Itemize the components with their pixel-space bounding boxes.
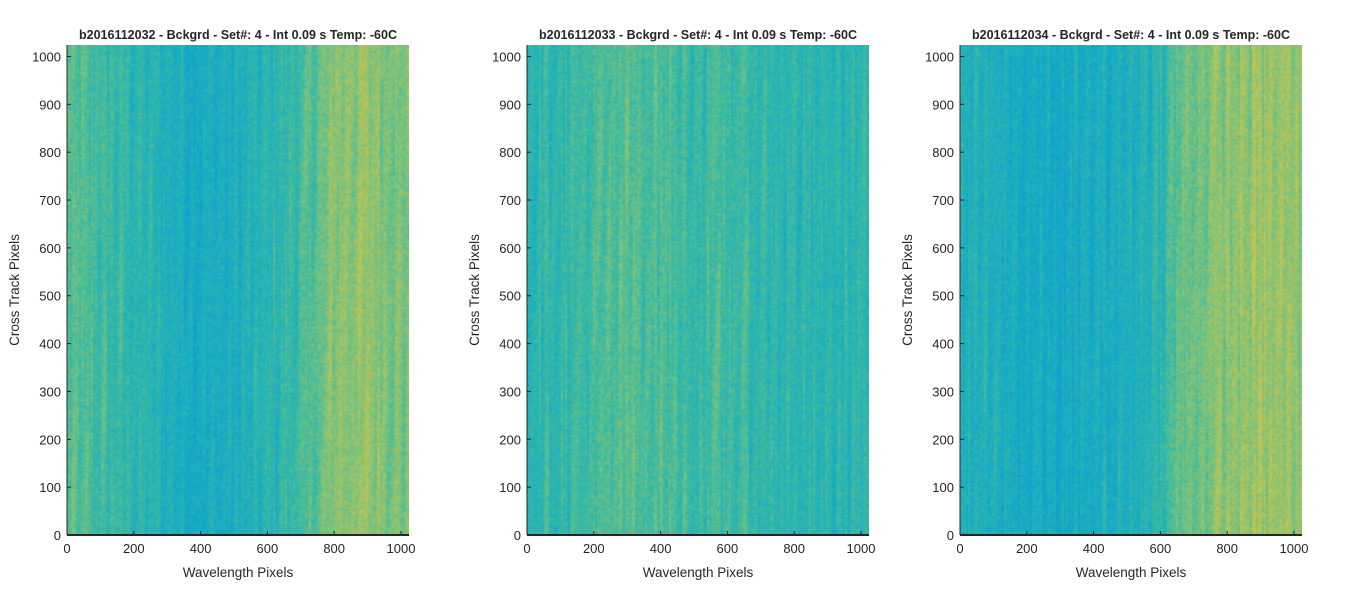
x-tick-label: 200 bbox=[123, 541, 145, 556]
y-tick-label: 0 bbox=[514, 528, 521, 543]
x-tick-label: 400 bbox=[650, 541, 672, 556]
y-tick-label: 200 bbox=[932, 432, 954, 447]
x-tick-label: 0 bbox=[523, 541, 530, 556]
heatmap-image bbox=[960, 45, 1302, 535]
y-tick-label: 200 bbox=[499, 432, 521, 447]
y-tick-label: 800 bbox=[932, 145, 954, 160]
y-tick-label: 700 bbox=[39, 193, 61, 208]
y-axis-label: Cross Track Pixels bbox=[467, 234, 482, 346]
y-tick-label: 600 bbox=[39, 241, 61, 256]
x-axis-label: Wavelength Pixels bbox=[1076, 565, 1187, 580]
y-tick-label: 0 bbox=[947, 528, 954, 543]
x-tick-label: 200 bbox=[1016, 541, 1038, 556]
y-tick-label: 400 bbox=[932, 337, 954, 352]
y-tick-label: 700 bbox=[932, 193, 954, 208]
y-tick-label: 800 bbox=[499, 145, 521, 160]
x-tick-label: 1000 bbox=[387, 541, 416, 556]
x-tick-label: 400 bbox=[1083, 541, 1105, 556]
heatmap-image bbox=[67, 45, 409, 535]
y-tick-label: 100 bbox=[39, 480, 61, 495]
y-axis-label: Cross Track Pixels bbox=[7, 234, 22, 346]
x-tick-label: 200 bbox=[583, 541, 605, 556]
y-tick-label: 0 bbox=[54, 528, 61, 543]
panel-3: 0 200 400 600 800 1000 0 100 200 300 400 500 600 700 8… bbox=[900, 28, 1308, 580]
chart-title: b2016112034 - Bckgrd - Set#: 4 - Int 0.0… bbox=[972, 28, 1290, 42]
x-tick-label: 1000 bbox=[1280, 541, 1309, 556]
y-tick-label: 300 bbox=[932, 384, 954, 399]
y-tick-label: 1000 bbox=[492, 49, 521, 64]
y-tick-label: 700 bbox=[499, 193, 521, 208]
y-tick-label: 800 bbox=[39, 145, 61, 160]
x-tick-label: 800 bbox=[323, 541, 345, 556]
y-tick-label: 300 bbox=[39, 384, 61, 399]
x-axis-label: Wavelength Pixels bbox=[183, 565, 294, 580]
x-tick-label: 600 bbox=[257, 541, 279, 556]
x-tick-label: 400 bbox=[190, 541, 212, 556]
y-tick-label: 400 bbox=[499, 337, 521, 352]
y-tick-label: 1000 bbox=[925, 49, 954, 64]
y-tick-label: 900 bbox=[932, 97, 954, 112]
x-tick-label: 800 bbox=[1216, 541, 1238, 556]
x-tick-label: 800 bbox=[783, 541, 805, 556]
chart-title: b2016112032 - Bckgrd - Set#: 4 - Int 0.0… bbox=[79, 28, 397, 42]
y-tick-label: 500 bbox=[932, 289, 954, 304]
y-tick-label: 600 bbox=[499, 241, 521, 256]
panel-2: 0 200 400 600 800 1000 0 100 200 300 400 500 600 700 8… bbox=[467, 28, 875, 580]
y-tick-label: 400 bbox=[39, 337, 61, 352]
y-tick-label: 100 bbox=[932, 480, 954, 495]
chart-title: b2016112033 - Bckgrd - Set#: 4 - Int 0.0… bbox=[539, 28, 857, 42]
x-axis-label: Wavelength Pixels bbox=[643, 565, 754, 580]
heatmap-image bbox=[527, 45, 869, 535]
x-tick-label: 600 bbox=[717, 541, 739, 556]
x-tick-label: 600 bbox=[1150, 541, 1172, 556]
panel-1: 0 200 400 600 800 1000 0 100 200 300 400 500 600 700 8… bbox=[7, 28, 415, 580]
y-tick-label: 300 bbox=[499, 384, 521, 399]
y-tick-label: 900 bbox=[39, 97, 61, 112]
y-tick-label: 100 bbox=[499, 480, 521, 495]
x-tick-label: 0 bbox=[63, 541, 70, 556]
y-tick-label: 200 bbox=[39, 432, 61, 447]
y-tick-label: 600 bbox=[932, 241, 954, 256]
y-tick-label: 500 bbox=[499, 289, 521, 304]
y-axis-label: Cross Track Pixels bbox=[900, 234, 915, 346]
x-tick-label: 1000 bbox=[847, 541, 876, 556]
y-tick-label: 1000 bbox=[32, 49, 61, 64]
x-tick-label: 0 bbox=[956, 541, 963, 556]
y-tick-label: 500 bbox=[39, 289, 61, 304]
y-tick-label: 900 bbox=[499, 97, 521, 112]
